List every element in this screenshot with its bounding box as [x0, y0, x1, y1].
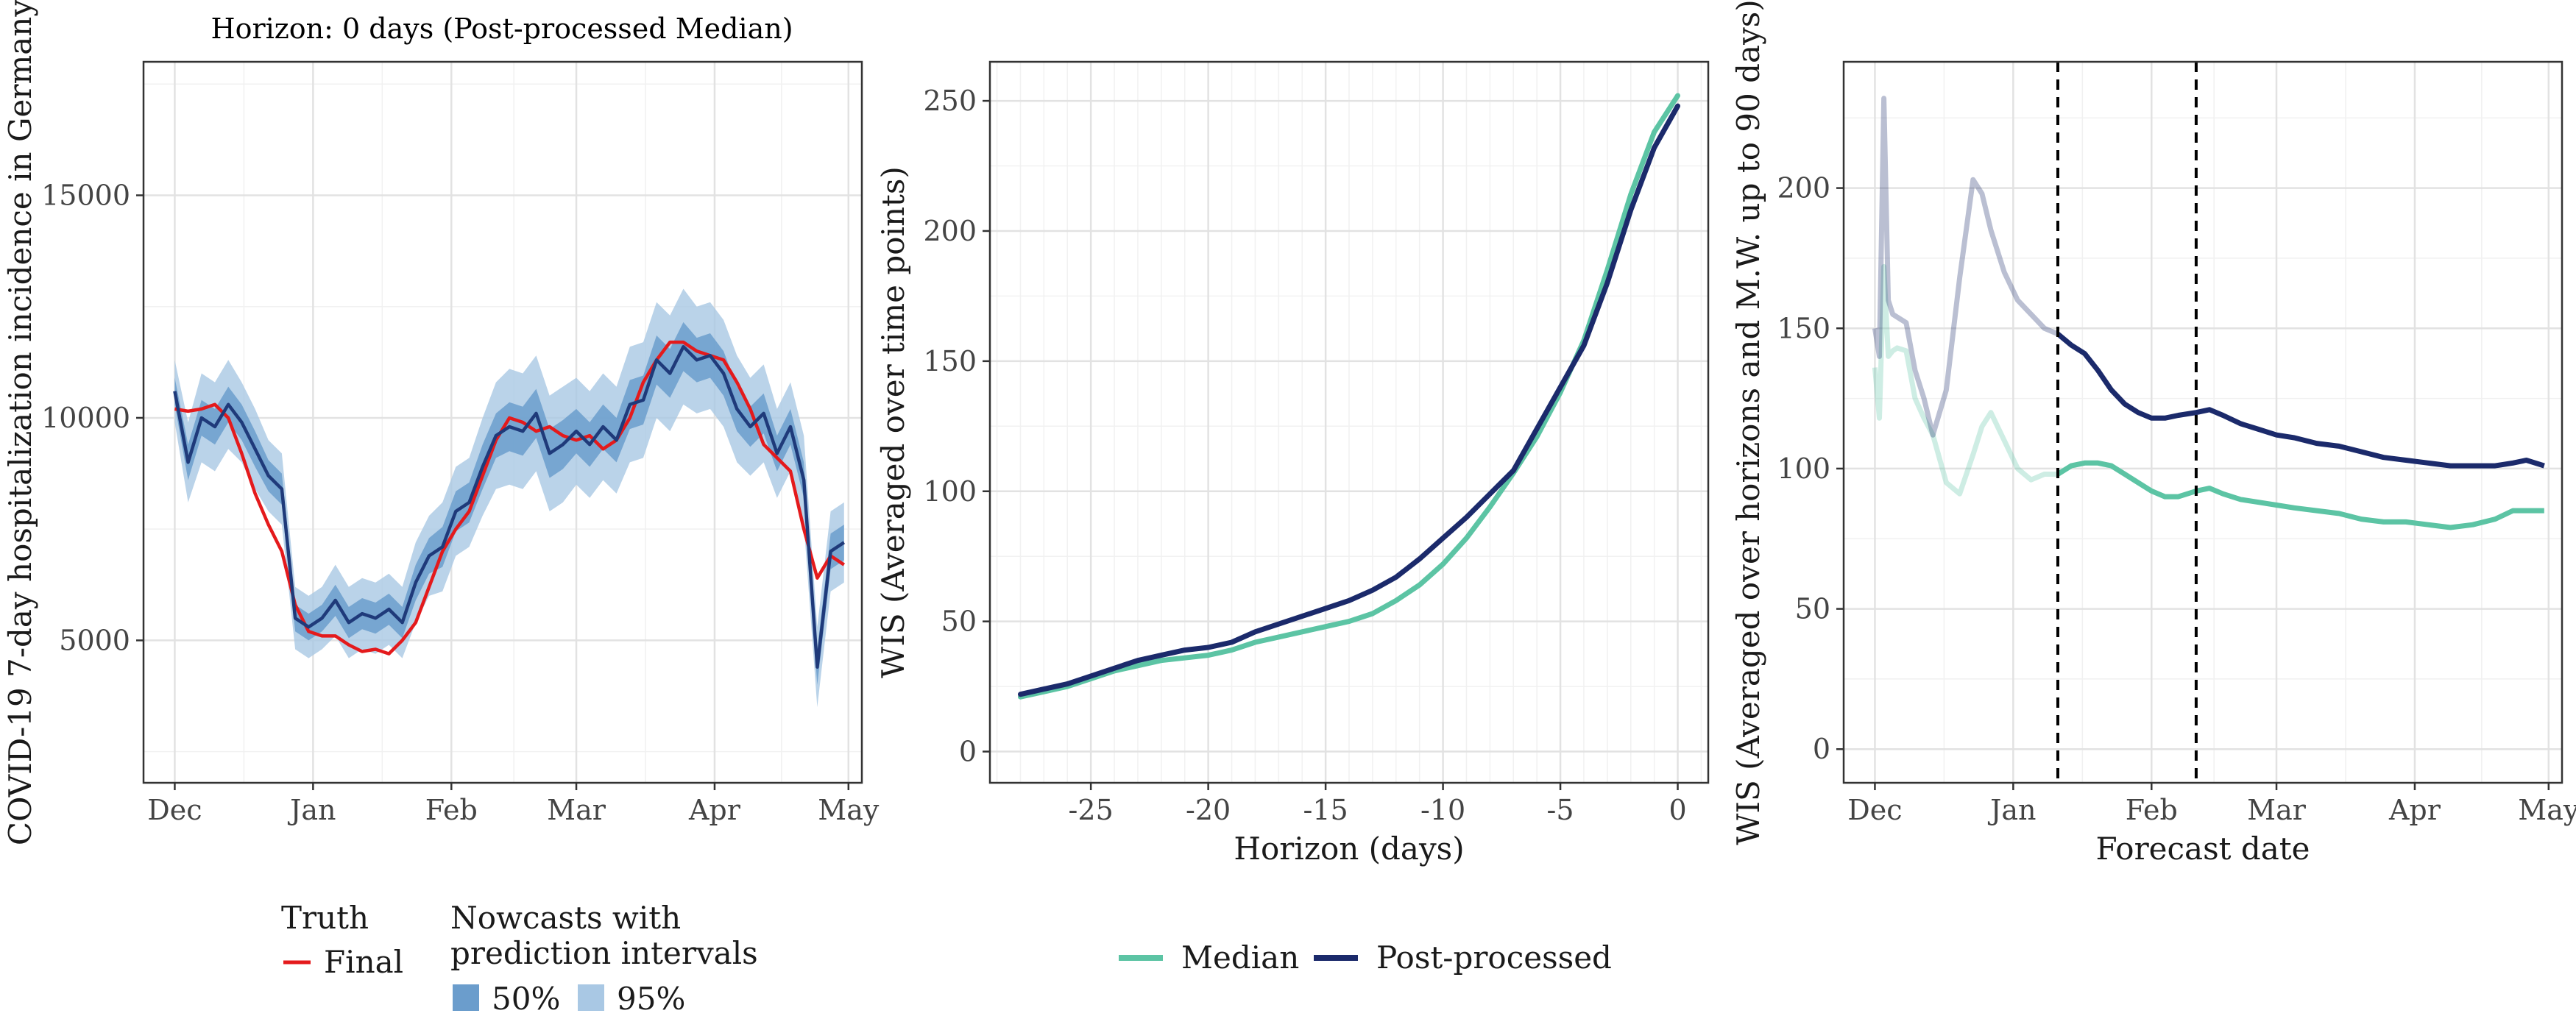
x-tick-label: Jan: [1987, 794, 2036, 826]
panel1-title: Horizon: 0 days (Post-processed Median): [210, 13, 793, 45]
y-tick-label: 200: [923, 215, 977, 247]
x-tick-label: Apr: [2388, 794, 2441, 826]
legend-nowcasts-title-2: prediction intervals: [450, 935, 758, 971]
series-line-postprocessed: [2056, 332, 2545, 469]
series-line-nowcast-median: [173, 344, 846, 669]
panel3-y-axis-label: WIS (Averaged over horizons and M.W. up …: [1730, 0, 1766, 845]
panel2-y-axis-label: WIS (Averaged over time points): [875, 166, 911, 678]
legend-95-label: 95%: [617, 981, 685, 1017]
panel2-ticks: 0 50 100 150 200 250 -25 -20 -15 -10 -5 0: [923, 85, 1686, 826]
y-tick-label: 0: [1813, 733, 1830, 765]
x-tick-label: Feb: [425, 794, 478, 826]
panel1-ticks: 5000 10000 15000 Dec Jan Feb Mar Apr May: [41, 179, 880, 826]
panel3-x-axis-label: Forecast date: [2095, 831, 2310, 867]
legend-50-key: [453, 984, 479, 1011]
panel3-lines: [1872, 96, 2545, 530]
x-tick-label: Dec: [1847, 794, 1902, 826]
legend-nowcasts-title-1: Nowcasts with: [450, 900, 681, 936]
legend-truth: Truth Final: [281, 900, 403, 980]
y-tick-label: 250: [923, 85, 977, 117]
legend-median-label: Median: [1181, 940, 1299, 976]
panel-wis-horizon: 0 50 100 150 200 250 -25 -20 -15 -10 -5 0 Horizon (…: [875, 60, 1710, 867]
y-tick-label: 150: [923, 345, 977, 377]
x-tick-label: -15: [1303, 794, 1348, 826]
series-line-postprocessed: [1018, 103, 1680, 697]
x-tick-label: 0: [1669, 794, 1686, 826]
y-tick-label: 50: [941, 605, 977, 638]
panel3-vlines: [2056, 62, 2198, 783]
panel3-frame: [1842, 60, 2563, 784]
series-line-median-faded: [1872, 263, 2058, 497]
legend-final-label: Final: [324, 944, 403, 980]
legend-nowcasts: Nowcasts with prediction intervals 50% 9…: [450, 900, 758, 1017]
panel1-bands: [174, 288, 844, 708]
x-tick-label: Feb: [2126, 794, 2178, 826]
y-tick-label: 100: [923, 475, 977, 508]
series-line-postprocessed-faded: [1872, 96, 2059, 438]
x-tick-label: -5: [1547, 794, 1574, 826]
panel1-frame: [142, 60, 863, 784]
panel1-lines: [173, 340, 846, 669]
panel3-grid: [1844, 62, 2562, 783]
y-tick-label: 150: [1777, 312, 1830, 344]
x-tick-label: -10: [1420, 794, 1465, 826]
x-tick-label: Jan: [287, 794, 336, 826]
x-tick-label: May: [2518, 794, 2576, 826]
x-tick-label: Mar: [2247, 794, 2307, 826]
x-tick-label: Mar: [547, 794, 606, 826]
panel2-x-axis-label: Horizon (days): [1234, 831, 1464, 867]
panel-wis-forecast-date: 0 50 100 150 200 Dec Jan Feb Mar Apr May Forecast …: [1730, 0, 2576, 867]
panel2-frame: [988, 60, 1710, 784]
x-tick-label: -25: [1069, 794, 1114, 826]
x-tick-label: Dec: [147, 794, 202, 826]
x-tick-label: -20: [1186, 794, 1231, 826]
panel3-background: [1844, 62, 2562, 783]
panel2-lines: [1018, 93, 1680, 700]
legend-50-label: 50%: [492, 981, 560, 1017]
y-tick-label: 200: [1777, 172, 1830, 205]
x-tick-label: Apr: [688, 794, 741, 826]
legend-truth-title: Truth: [281, 900, 369, 936]
panel2-grid: [990, 62, 1708, 783]
panel-nowcast: Horizon: 0 days (Post-processed Median) …: [2, 0, 880, 845]
legend-postprocessed-label: Post-processed: [1376, 940, 1612, 976]
series-line-median: [2056, 460, 2544, 530]
legend-methods: Median Post-processed: [1119, 940, 1612, 976]
y-tick-label: 50: [1795, 593, 1830, 625]
panel3-ticks: 0 50 100 150 200 Dec Jan Feb Mar Apr May: [1777, 172, 2576, 826]
y-tick-label: 15000: [41, 179, 130, 211]
series-line-truth-final: [174, 340, 846, 656]
y-tick-label: 10000: [41, 402, 130, 434]
panel1-y-axis-label: COVID-19 7-day hospitalization incidence…: [2, 0, 38, 845]
y-tick-label: 5000: [59, 624, 130, 656]
y-tick-label: 100: [1777, 452, 1830, 485]
y-tick-label: 0: [959, 736, 977, 768]
x-tick-label: May: [818, 794, 880, 826]
legend-95-key: [578, 984, 604, 1011]
